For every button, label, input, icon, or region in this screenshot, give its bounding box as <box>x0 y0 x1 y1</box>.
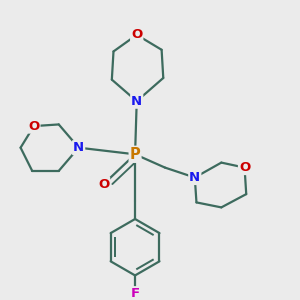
Text: O: O <box>131 28 142 41</box>
Text: O: O <box>239 161 250 174</box>
Text: N: N <box>73 141 84 154</box>
Text: P: P <box>130 147 140 162</box>
Text: N: N <box>131 95 142 108</box>
Text: N: N <box>189 171 200 184</box>
Text: O: O <box>28 120 40 133</box>
Text: F: F <box>130 287 140 300</box>
Text: O: O <box>98 178 109 191</box>
